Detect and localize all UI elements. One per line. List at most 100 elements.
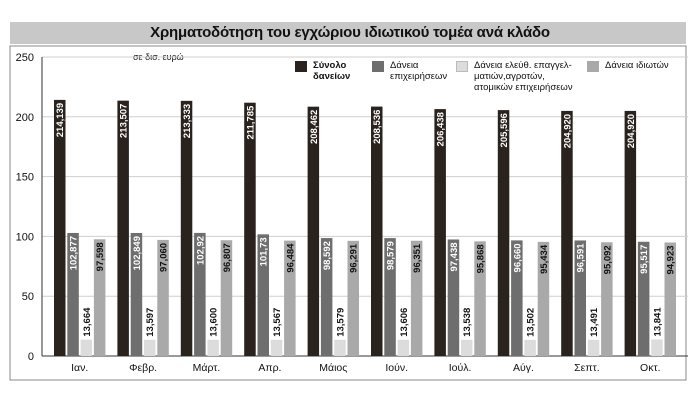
data-label-professionals: 13,502: [526, 308, 537, 337]
data-label-individuals: 94,923: [666, 245, 677, 274]
x-tick-label: Αύγ.: [513, 362, 534, 374]
legend-swatch-total: [295, 61, 307, 72]
data-label-individuals: 95,434: [539, 244, 550, 274]
data-label-total: 204,920: [562, 114, 573, 148]
bar-business: [447, 239, 460, 356]
bar-business: [130, 232, 143, 356]
bar-individuals: [537, 241, 550, 356]
data-label-individuals: 95,868: [476, 244, 487, 273]
x-tick-label: Σεπτ.: [574, 362, 599, 374]
data-label-total: 204,920: [626, 114, 637, 148]
data-label-business: 102,849: [132, 236, 143, 270]
bar-individuals: [93, 239, 106, 356]
bar-total: [434, 109, 446, 356]
bar-business: [67, 232, 79, 356]
data-label-business: 101,73: [259, 237, 270, 266]
bar-individuals: [347, 240, 359, 356]
legend-label-business-2: επιχειρήσεων: [390, 71, 448, 82]
bar-professionals: [207, 339, 219, 356]
legend-label-total-2: δανείων: [313, 71, 351, 82]
legend-label-professionals-3: ατομικών επιχειρήσεων: [474, 82, 573, 93]
bar-business: [574, 240, 586, 356]
bar-total: [371, 106, 383, 356]
data-label-business: 97,438: [449, 242, 460, 271]
data-label-total: 208,536: [372, 110, 383, 144]
data-label-professionals: 13,600: [209, 308, 220, 337]
data-label-individuals: 97,060: [159, 243, 170, 272]
y-tick-label: 250: [16, 52, 34, 64]
data-label-total: 214,139: [55, 103, 66, 137]
y-tick-label: 150: [16, 172, 34, 184]
x-tick-label: Ιούν.: [385, 362, 408, 374]
data-label-professionals: 13,664: [82, 307, 93, 337]
x-tick-label: Ιαν.: [71, 362, 88, 374]
legend-label-professionals-1: Δάνεια ελεύθ. επαγγελ-: [474, 60, 572, 71]
data-label-total: 211,785: [245, 105, 256, 140]
x-tick-label: Οκτ.: [640, 362, 660, 374]
data-label-business: 98,579: [386, 241, 397, 270]
data-label-professionals: 13,567: [272, 308, 283, 337]
y-tick-label: 100: [16, 231, 34, 243]
bar-professionals: [524, 339, 536, 356]
data-label-professionals: 13,491: [589, 307, 600, 337]
bar-professionals: [397, 339, 410, 356]
data-label-individuals: 96,484: [285, 243, 296, 273]
legend-label-individuals: Δάνεια ιδιωτών: [605, 60, 669, 71]
title-band: [10, 22, 686, 44]
data-label-individuals: 96,807: [222, 243, 233, 272]
data-label-total: 213,507: [119, 104, 130, 138]
data-label-business: 102,877: [69, 236, 80, 270]
data-label-professionals: 13,597: [145, 308, 156, 337]
legend-label-professionals-2: ματιών,αγροτών,: [474, 71, 545, 82]
data-label-total: 205,596: [499, 113, 510, 147]
y-tick-label: 200: [16, 112, 34, 124]
bar-business: [384, 238, 396, 356]
data-label-professionals: 13,538: [462, 308, 473, 337]
data-label-business: 96,660: [512, 243, 523, 272]
bar-total: [624, 110, 637, 356]
bar-professionals: [334, 339, 346, 356]
legend-label-business-1: Δάνεια: [390, 60, 419, 71]
bar-professionals: [587, 339, 600, 356]
data-label-professionals: 13,606: [399, 308, 410, 337]
bar-business: [257, 234, 269, 356]
bar-individuals: [601, 242, 613, 356]
data-label-business: 96,591: [576, 243, 587, 273]
x-tick-label: Απρ.: [258, 362, 281, 374]
bar-total: [244, 102, 256, 356]
bar-individuals: [410, 240, 423, 356]
data-label-business: 98,592: [322, 241, 333, 270]
y-tick-label: 0: [28, 351, 34, 363]
data-label-total: 206,438: [436, 112, 447, 146]
legend-swatch-business: [372, 61, 384, 72]
x-tick-label: Φεβρ.: [129, 362, 157, 374]
bar-professionals: [144, 339, 156, 356]
bar-professionals: [651, 339, 663, 356]
bar-business: [511, 240, 523, 356]
bar-individuals: [474, 241, 486, 356]
data-label-total: 213,333: [182, 104, 193, 138]
data-label-individuals: 96,291: [349, 243, 360, 273]
bar-professionals: [270, 339, 283, 356]
legend-swatch-professionals: [456, 61, 468, 72]
data-label-individuals: 95,092: [602, 245, 613, 274]
chart-frame: [9, 45, 687, 381]
data-label-professionals: 13,579: [335, 308, 346, 337]
bar-total: [54, 99, 66, 356]
y-tick-label: 50: [22, 291, 34, 303]
bar-individuals: [220, 240, 233, 356]
data-label-total: 208,462: [309, 110, 320, 144]
bar-individuals: [157, 239, 169, 356]
x-tick-label: Ιούλ.: [449, 362, 472, 374]
legend-label-total-1: Σύνολο: [313, 60, 347, 71]
data-label-professionals: 13,841: [652, 307, 663, 337]
data-label-individuals: 96,351: [412, 243, 423, 273]
bar-individuals: [664, 242, 676, 356]
bar-business: [194, 232, 206, 356]
bar-total: [497, 110, 510, 357]
data-label-business: 95,517: [639, 245, 650, 274]
bar-business: [320, 238, 333, 356]
bar-total: [117, 100, 129, 356]
